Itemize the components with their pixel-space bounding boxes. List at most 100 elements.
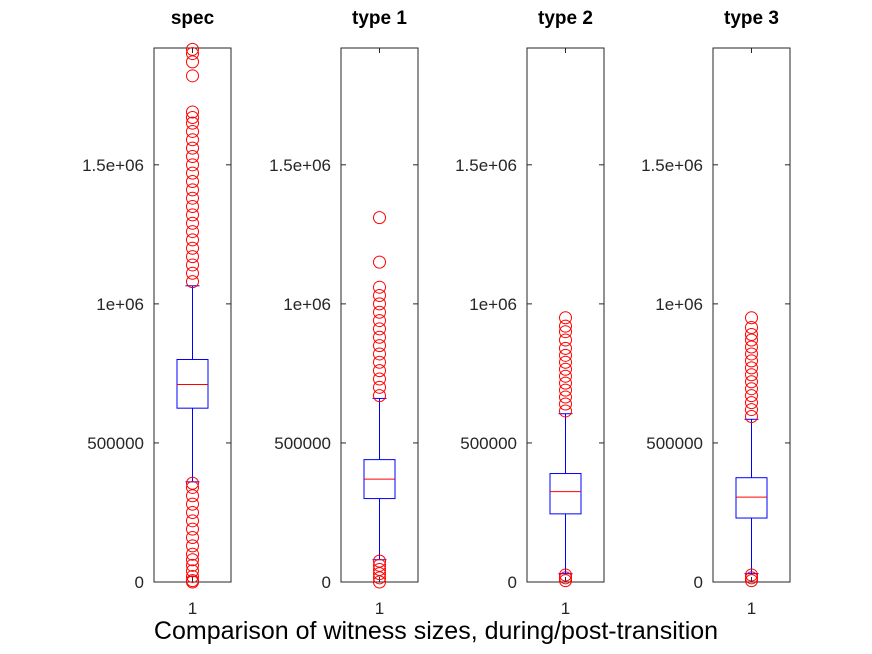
panel-1-outlier xyxy=(186,497,199,511)
panel-1-xtick-label: 1 xyxy=(188,599,197,618)
panel-3-ytick-label: 1e+06 xyxy=(469,295,517,314)
panel-3-outlier xyxy=(559,376,572,390)
panel-3-outlier xyxy=(559,404,572,418)
panel-3-box xyxy=(549,473,582,515)
panel-3-outlier xyxy=(559,311,572,325)
panel-1-outlier xyxy=(186,547,199,561)
panel-1-outlier xyxy=(186,225,199,239)
panel-4-outlier xyxy=(745,403,758,417)
panel-3-outlier xyxy=(559,397,572,411)
panel-1-box xyxy=(176,359,209,409)
panel-4-outlier xyxy=(745,410,758,424)
panel-4-outlier xyxy=(745,574,758,588)
panel-3-outlier xyxy=(559,369,572,383)
panel-2-ytick-label: 0 xyxy=(322,573,331,592)
panel-4-ytick-label: 0 xyxy=(694,573,703,592)
panel-1-outlier xyxy=(186,200,199,214)
panel-1-outlier xyxy=(186,531,199,544)
panel-3-outlier xyxy=(559,325,572,339)
panel-4-outlier xyxy=(745,389,758,403)
panel-2-outlier xyxy=(373,355,386,369)
panel-4-outlier xyxy=(745,368,758,382)
panel-2-title: type 1 xyxy=(352,8,407,29)
panel-1-outlier xyxy=(186,505,199,519)
panel-1-outlier xyxy=(186,266,199,280)
panel-1-outlier xyxy=(186,233,199,247)
panel-2-outlier xyxy=(373,330,386,344)
figure-caption: Comparison of witness sizes, during/post… xyxy=(153,617,719,645)
panel-1-outlier xyxy=(186,208,199,222)
panel-4-outlier xyxy=(745,347,758,361)
panel-1-outlier xyxy=(186,149,199,163)
panel-3-outlier xyxy=(559,333,572,347)
panel-3-outlier xyxy=(559,390,572,404)
panel-4-outlier xyxy=(745,568,758,582)
panel-2-outlier xyxy=(373,255,386,269)
panel-2-outlier xyxy=(373,562,386,576)
panel-2-outlier xyxy=(373,558,386,572)
panel-1-outlier xyxy=(186,250,199,264)
panel-2-outlier xyxy=(373,567,386,581)
panel-1-ytick-label: 500000 xyxy=(87,434,144,453)
panel-4-outlier xyxy=(745,361,758,375)
panel-2-outlier xyxy=(373,305,386,319)
panel-1-outlier xyxy=(186,564,199,578)
panel-2-outlier xyxy=(373,339,386,353)
panel-3-xtick-label: 1 xyxy=(561,599,570,618)
panel-3-outlier xyxy=(559,341,572,355)
panel-4-outlier xyxy=(745,333,758,347)
panel-4-ytick-label: 500000 xyxy=(646,434,703,453)
panel-1-outlier xyxy=(186,569,199,583)
panel-4-outlier xyxy=(745,396,758,410)
panel-2-ytick-label: 1.5e+06 xyxy=(269,156,331,175)
panel-2-ytick-label: 500000 xyxy=(274,434,331,453)
panel-1-outlier xyxy=(186,133,199,147)
panel-4-frame xyxy=(712,47,791,583)
panel-1-title: spec xyxy=(171,8,215,29)
panel-3-outlier xyxy=(559,574,572,588)
panel-4-outlier xyxy=(745,375,758,389)
panel-1-outlier xyxy=(186,480,199,494)
panel-2-outlier xyxy=(373,575,386,589)
panel-2-outlier xyxy=(373,389,386,403)
panel-2-ytick-label: 1e+06 xyxy=(283,295,331,314)
panel-4-ytick-label: 1e+06 xyxy=(655,295,703,314)
panel-2-outlier xyxy=(373,322,386,336)
panel-4-outlier xyxy=(745,327,758,341)
panel-1-outlier xyxy=(186,514,199,528)
panel-3-outlier xyxy=(559,355,572,369)
panel-3-outlier xyxy=(559,348,572,362)
panel-4-outlier xyxy=(745,571,758,585)
panel-3-ytick-label: 0 xyxy=(508,573,517,592)
panel-2-outlier xyxy=(373,380,386,394)
panel-1-outlier xyxy=(186,47,199,61)
panel-1-outlier xyxy=(186,191,199,205)
panel-4-outlier xyxy=(745,354,758,368)
panel-3-ytick-label: 500000 xyxy=(460,434,517,453)
panel-4-title: type 3 xyxy=(724,8,779,29)
panel-1-outlier xyxy=(186,476,199,490)
panel-1-ytick-label: 1.5e+06 xyxy=(82,156,144,175)
panel-1-outlier xyxy=(186,558,199,572)
panel-3-outlier xyxy=(559,571,572,585)
panel-3-frame xyxy=(526,47,605,583)
panel-1-outlier xyxy=(186,175,199,188)
panel-1-outlier xyxy=(186,55,199,69)
panel-1-outlier xyxy=(186,539,199,553)
panel-3-outlier xyxy=(559,568,572,582)
panel-3-title: type 2 xyxy=(538,8,593,29)
panel-1-outlier xyxy=(186,574,199,588)
panel-1-outlier xyxy=(186,42,199,56)
panel-4-outlier xyxy=(745,321,758,335)
panel-1-outlier xyxy=(186,216,199,230)
panel-4-outlier xyxy=(745,340,758,354)
panel-1-outlier xyxy=(186,69,199,83)
panel-2-outlier xyxy=(373,314,386,328)
panel-4-box xyxy=(735,477,768,519)
panel-1-outlier xyxy=(186,111,199,125)
panel-2-outlier xyxy=(373,554,386,568)
panel-1-outlier xyxy=(186,116,199,130)
panel-1-outlier xyxy=(186,141,199,155)
panel-2-outlier xyxy=(373,347,386,361)
